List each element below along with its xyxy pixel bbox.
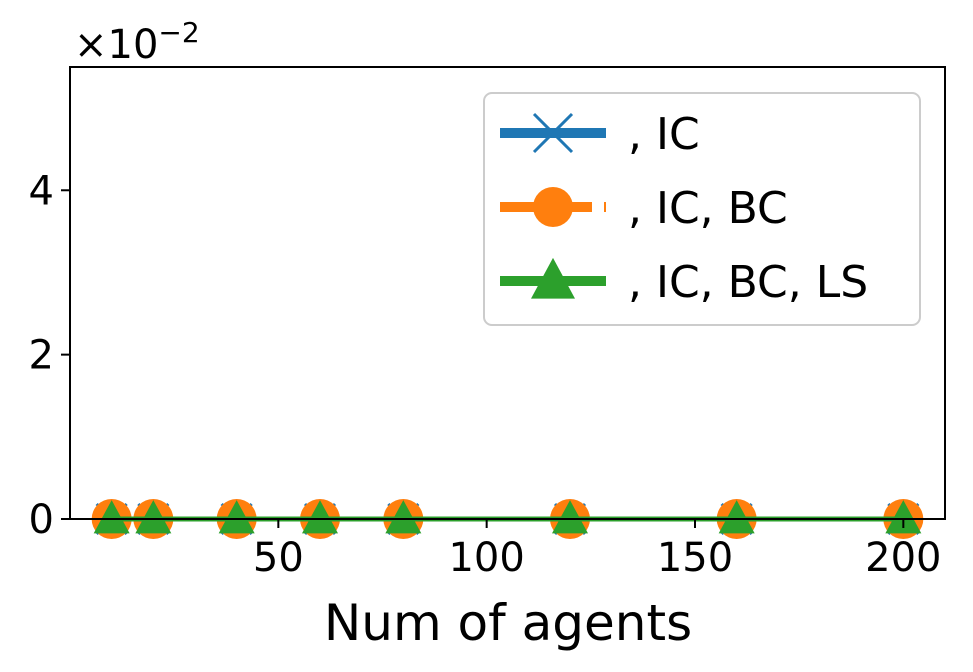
series-ic-bc-ls-point-5 (552, 500, 588, 534)
x-tick-label-50: 50 (253, 535, 304, 581)
legend-entry-ic: , IC (500, 109, 700, 160)
legend-entry-ic-bc-label: , IC, BC (628, 183, 788, 234)
ticks-layer: 50 100 150 200 0 2 4 (29, 168, 942, 581)
x-tick-label-100: 100 (448, 535, 524, 581)
series-ic-bc-ls-point-0 (93, 500, 130, 534)
plot-frame (69, 66, 946, 520)
x-tick-label-200: 200 (865, 535, 941, 581)
legend: , IC , IC, BC , IC, BC, LS (483, 92, 921, 326)
legend-entry-ic-label: , IC (628, 109, 700, 160)
series-ic-bc-ls-point-7 (885, 500, 922, 534)
legend-entry-ic-bc: , IC, BC (500, 183, 788, 234)
legend-entry-ic-marker-stroke-b (532, 112, 574, 154)
series-ic-bc-ls-point-4 (385, 500, 422, 534)
x-tick-label-150: 150 (657, 535, 733, 581)
y-multiplier-base: ×10 (74, 22, 158, 68)
y-tick-label-2: 2 (29, 333, 54, 379)
y-tick-label-4: 4 (29, 168, 54, 214)
x-axis-label: Num of agents (324, 594, 692, 652)
legend-box (483, 92, 921, 326)
y-tick-label-0: 0 (29, 497, 54, 543)
series-ic-bc-ls-point-2 (218, 500, 255, 534)
y-multiplier-exponent: −2 (158, 16, 199, 49)
series-ic-bc-ls-point-1 (135, 500, 172, 534)
series-ic-bc-ls-point-6 (718, 500, 755, 534)
series-ic-bc-ls-point-3 (302, 500, 338, 534)
legend-entry-ic-bc-ls: , IC, BC, LS (500, 257, 868, 308)
legend-entry-ic-bc-ls-label: , IC, BC, LS (628, 257, 868, 308)
legend-entry-ic-bc-ls-marker (531, 257, 575, 299)
legend-entry-ic-marker (532, 112, 574, 154)
y-axis-multiplier: ×10−2 (74, 16, 200, 68)
legend-entries: , IC , IC, BC , IC, BC, LS (500, 109, 868, 308)
legend-entry-ic-bc-marker (533, 187, 573, 227)
